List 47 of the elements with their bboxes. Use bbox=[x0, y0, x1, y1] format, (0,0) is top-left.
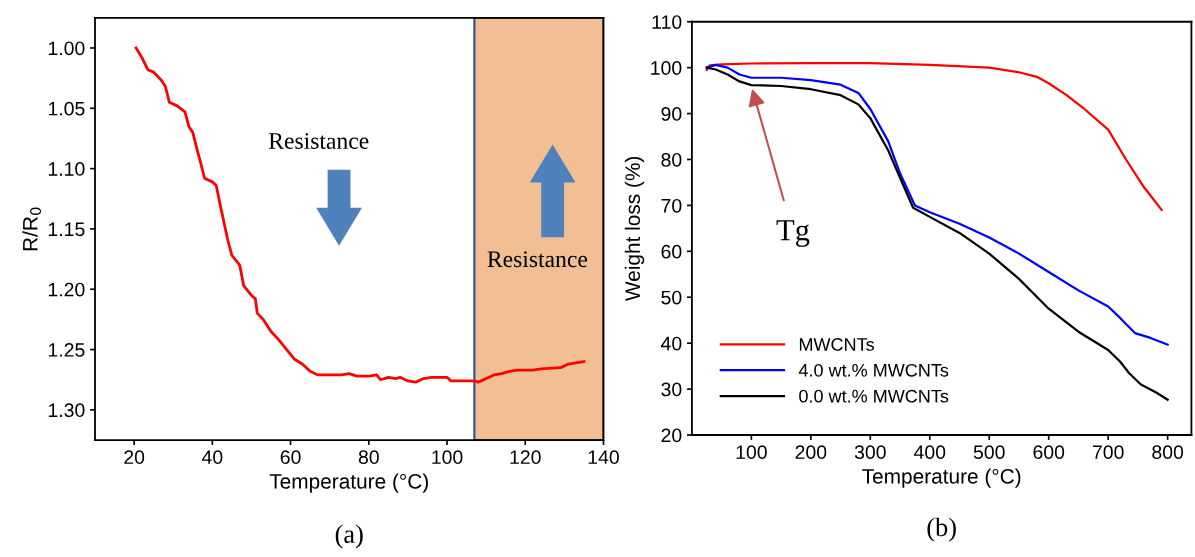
legend-label: 0.0 wt.% MWCNTs bbox=[799, 389, 949, 403]
y-tick-label: 90 bbox=[661, 107, 682, 121]
x-tick-label: 700 bbox=[1092, 445, 1124, 460]
x-tick-label: 200 bbox=[795, 445, 827, 460]
y-tick-label: 80 bbox=[661, 152, 682, 167]
x-tick-label: 140 bbox=[588, 450, 619, 465]
x-tick-label: 500 bbox=[973, 445, 1005, 460]
y-tick-label: 50 bbox=[661, 290, 682, 305]
y-tick-label: 1.25 bbox=[48, 343, 85, 357]
x-tick-label: 60 bbox=[280, 450, 301, 465]
legend-label: 4.0 wt.% MWCNTs bbox=[798, 363, 949, 377]
x-tick-label: 100 bbox=[432, 450, 463, 465]
y-tick-label: 1.30 bbox=[48, 403, 85, 418]
y-tick-label: 60 bbox=[661, 244, 682, 259]
x-tick-label: 600 bbox=[1033, 445, 1065, 460]
annotation: Resistance bbox=[487, 251, 588, 268]
y-tick-label: 1.05 bbox=[48, 101, 85, 116]
x-tick-label: 120 bbox=[510, 450, 541, 465]
y-tick-label: 40 bbox=[661, 336, 682, 351]
x-tick-label: 40 bbox=[201, 450, 223, 465]
x-tick-label: 800 bbox=[1152, 445, 1184, 460]
y-axis-title: R/R$_{0}$ bbox=[22, 207, 42, 251]
y-tick-label: 30 bbox=[661, 382, 682, 397]
y-tick-label: 1.10 bbox=[48, 162, 85, 176]
x-tick-label: 100 bbox=[736, 445, 767, 460]
x-tick-label: 300 bbox=[854, 445, 886, 460]
y-tick-label: 1.00 bbox=[48, 41, 85, 56]
y-tick-label: 1.15 bbox=[48, 222, 85, 237]
annotation: Resistance bbox=[268, 133, 369, 149]
y-axis-title: Weight loss (%) bbox=[624, 156, 645, 302]
text: (b) bbox=[927, 517, 956, 542]
text: (a) bbox=[335, 524, 363, 549]
line-series bbox=[705, 66, 1169, 401]
y-tick-label: 70 bbox=[661, 198, 682, 213]
line-series bbox=[705, 61, 1163, 212]
line-series bbox=[134, 46, 586, 384]
x-axis-title: Temperature (°C) bbox=[269, 473, 428, 493]
legend-label: MWCNTs bbox=[799, 338, 874, 351]
y-tick-label: 20 bbox=[661, 428, 682, 443]
annotation: Tg bbox=[776, 220, 810, 247]
x-axis-title: Temperature (°C) bbox=[862, 468, 1021, 488]
x-tick-label: 80 bbox=[358, 450, 379, 465]
y-tick-label: 1.20 bbox=[48, 282, 85, 297]
x-tick-label: 400 bbox=[913, 445, 946, 460]
x-tick-label: 20 bbox=[124, 450, 145, 465]
y-tick-label: 100 bbox=[651, 61, 682, 75]
y-tick-label: 110 bbox=[652, 15, 682, 29]
